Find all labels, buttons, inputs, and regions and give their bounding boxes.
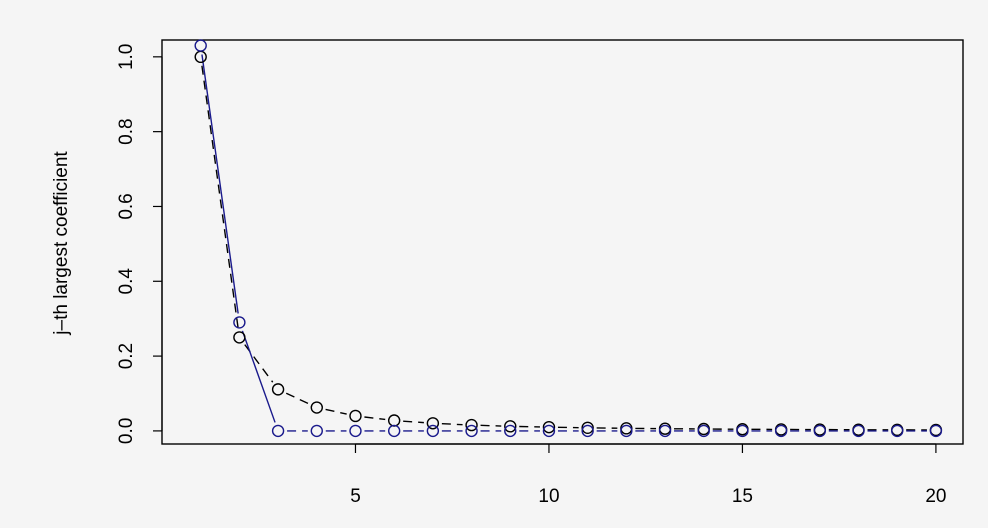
series-2-point <box>310 424 323 438</box>
y-tick-label: 0.4 <box>116 268 137 295</box>
series-1-line-segment <box>325 408 347 415</box>
y-tick-label: 0.0 <box>116 418 137 444</box>
series-2-point <box>387 424 401 438</box>
series-2-point <box>658 424 672 438</box>
series-1-point <box>542 420 556 434</box>
series-2-line-segment <box>201 54 239 314</box>
series-2-point <box>271 424 285 438</box>
series-2-point <box>465 424 478 438</box>
series-2-point <box>233 316 246 329</box>
series-2-point <box>929 424 943 438</box>
series-1-point <box>426 417 440 430</box>
series-1-line-segment <box>480 424 502 427</box>
series-2-point <box>349 424 362 438</box>
y-tick-label: 0.2 <box>116 343 137 369</box>
x-tick-label: 10 <box>538 486 559 507</box>
series-1-point <box>194 50 207 64</box>
series-1-line-segment <box>441 422 463 426</box>
series-2-point <box>891 424 904 438</box>
series-1-point <box>271 383 285 396</box>
series-2-point <box>581 424 594 438</box>
series-2-point <box>736 424 749 438</box>
series-points <box>194 39 943 438</box>
series-2-point <box>620 424 633 438</box>
series-1-point <box>233 331 246 344</box>
series-1-line-segment <box>285 392 309 405</box>
series-2-point <box>774 424 788 438</box>
series-1-point <box>620 422 633 435</box>
y-tick-label: 1.0 <box>116 44 137 70</box>
series-1-line-segment <box>201 65 239 329</box>
series-2-point <box>542 424 556 438</box>
series-2-line-segment <box>241 330 276 423</box>
series-1-point <box>504 420 517 433</box>
series-1-point <box>581 421 594 435</box>
series-lines <box>201 54 927 432</box>
series-1-point <box>465 418 478 432</box>
series-2-point <box>426 424 440 438</box>
y-axis-label: j–th largest coefficient <box>51 151 72 336</box>
y-tick-label: 0.6 <box>116 193 137 219</box>
plot-frame <box>161 39 964 445</box>
series-1-point <box>310 401 323 414</box>
series-2-point <box>697 424 710 438</box>
series-1-point <box>349 409 362 423</box>
series-1-line-segment <box>364 416 386 421</box>
series-2-point <box>852 424 865 438</box>
y-tick-label: 0.8 <box>116 118 137 144</box>
x-tick-label: 15 <box>732 486 753 507</box>
axes: 5 10 15 20 0.0 0.2 0.4 0.6 0.8 1.0 <box>116 44 946 507</box>
series-2-point <box>813 424 827 438</box>
x-tick-label: 20 <box>925 486 946 507</box>
series-1-point <box>387 414 401 427</box>
series-2-point <box>504 424 517 438</box>
series-2-point <box>194 39 207 52</box>
series-1-line-segment <box>403 420 424 424</box>
x-tick-label: 5 <box>350 486 361 507</box>
